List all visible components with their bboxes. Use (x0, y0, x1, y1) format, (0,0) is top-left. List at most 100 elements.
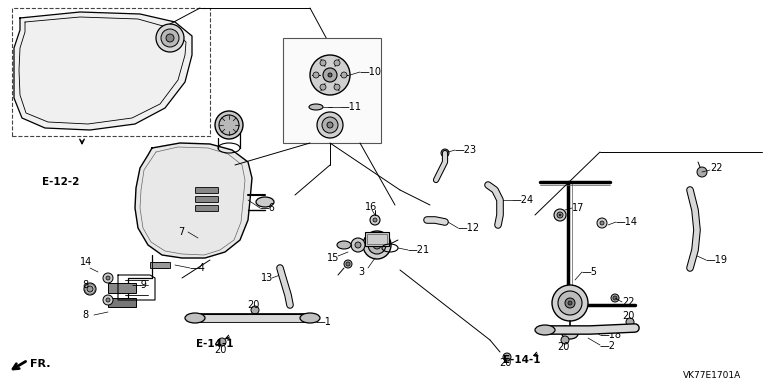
Circle shape (320, 84, 326, 90)
Text: 20: 20 (498, 358, 511, 368)
Circle shape (166, 34, 174, 42)
Ellipse shape (337, 241, 351, 249)
Ellipse shape (309, 104, 323, 110)
Text: —1: —1 (316, 317, 332, 327)
Circle shape (161, 29, 179, 47)
Circle shape (334, 60, 340, 66)
Text: 17: 17 (572, 203, 584, 213)
Circle shape (559, 214, 561, 216)
Circle shape (568, 301, 572, 305)
Bar (365, 232, 389, 246)
Circle shape (84, 283, 96, 295)
Text: 20: 20 (622, 311, 634, 321)
Circle shape (328, 73, 332, 77)
Text: —24: —24 (512, 195, 534, 205)
Circle shape (557, 212, 563, 218)
Circle shape (558, 291, 582, 315)
Bar (152, 262, 170, 268)
Bar (283, 38, 381, 143)
Text: 14: 14 (80, 257, 92, 267)
Bar (367, 234, 387, 244)
Text: —6: —6 (260, 203, 276, 213)
Circle shape (441, 149, 449, 157)
Circle shape (373, 218, 377, 222)
Circle shape (106, 298, 110, 302)
Circle shape (219, 115, 239, 135)
Circle shape (327, 122, 333, 128)
Circle shape (218, 338, 226, 346)
Circle shape (156, 24, 184, 52)
Circle shape (351, 238, 365, 252)
Circle shape (310, 55, 350, 95)
Bar (150, 262, 168, 268)
Text: —23: —23 (455, 145, 477, 155)
Text: —11: —11 (340, 102, 362, 112)
Circle shape (106, 276, 110, 280)
Circle shape (317, 112, 343, 138)
Text: 16: 16 (365, 202, 377, 212)
Text: 8: 8 (82, 280, 88, 290)
Circle shape (323, 68, 337, 82)
Text: —2: —2 (600, 341, 616, 351)
Text: 22: 22 (622, 297, 634, 307)
Bar (12, 8, 210, 136)
Circle shape (103, 295, 113, 305)
Circle shape (613, 296, 617, 300)
Text: —9: —9 (132, 280, 148, 290)
Ellipse shape (185, 313, 205, 323)
FancyBboxPatch shape (196, 205, 219, 212)
Text: —18: —18 (600, 330, 622, 340)
FancyBboxPatch shape (196, 197, 219, 202)
Text: 20: 20 (557, 342, 569, 352)
Ellipse shape (300, 313, 320, 323)
Circle shape (561, 326, 569, 334)
Circle shape (87, 286, 93, 292)
Text: VK77E1701A: VK77E1701A (683, 371, 741, 381)
Circle shape (334, 84, 340, 90)
Text: —21: —21 (408, 245, 430, 255)
Text: E-14-1: E-14-1 (196, 339, 233, 349)
Text: —4: —4 (190, 263, 206, 273)
Circle shape (341, 72, 347, 78)
Circle shape (313, 72, 319, 78)
Bar (108, 283, 136, 293)
Text: E-12-2: E-12-2 (42, 177, 79, 187)
Circle shape (563, 328, 567, 332)
Circle shape (561, 336, 569, 344)
Circle shape (503, 353, 511, 361)
Ellipse shape (535, 325, 555, 335)
Circle shape (611, 294, 619, 302)
Text: 8: 8 (82, 310, 88, 320)
FancyBboxPatch shape (196, 187, 219, 194)
Text: E-14-1: E-14-1 (503, 355, 541, 365)
Circle shape (552, 285, 588, 321)
Ellipse shape (218, 125, 240, 135)
Circle shape (215, 111, 243, 139)
Bar (108, 298, 136, 307)
Text: —5: —5 (582, 267, 598, 277)
Circle shape (597, 218, 607, 228)
Circle shape (626, 318, 634, 326)
Circle shape (346, 262, 350, 266)
Polygon shape (135, 143, 252, 258)
Text: 3: 3 (358, 267, 364, 277)
Text: 15: 15 (327, 253, 339, 263)
Text: —12: —12 (458, 223, 480, 233)
Text: FR.: FR. (30, 359, 51, 369)
Circle shape (103, 273, 113, 283)
Circle shape (320, 60, 326, 66)
Circle shape (355, 242, 361, 248)
Text: —14: —14 (616, 217, 638, 227)
Circle shape (344, 260, 352, 268)
Circle shape (697, 167, 707, 177)
Text: 20: 20 (214, 345, 227, 355)
Circle shape (370, 215, 380, 225)
Circle shape (554, 209, 566, 221)
Circle shape (322, 117, 338, 133)
Circle shape (373, 241, 381, 249)
Text: 13: 13 (261, 273, 273, 283)
Circle shape (368, 236, 386, 254)
Ellipse shape (562, 329, 578, 339)
Circle shape (363, 231, 391, 259)
Text: 7: 7 (178, 227, 184, 237)
